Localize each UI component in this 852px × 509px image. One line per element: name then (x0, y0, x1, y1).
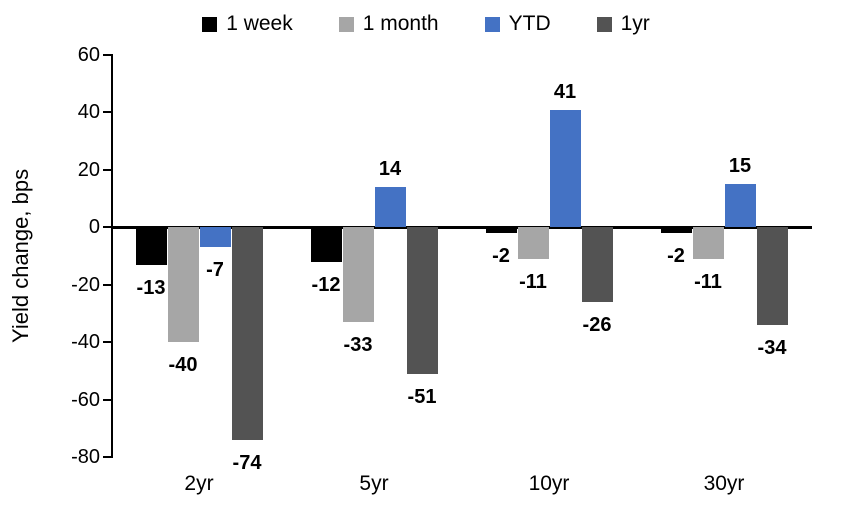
bar-value-label: 41 (553, 80, 577, 103)
zero-line (112, 225, 812, 229)
legend-item-1-month: 1 month (338, 12, 439, 36)
bar-1yr-10yr (581, 227, 613, 302)
bar-value-label: -51 (407, 385, 437, 408)
bar-1-week-10yr (485, 227, 517, 234)
y-tick-label: 40 (77, 101, 100, 124)
bar-1-week-2yr (135, 227, 167, 265)
legend-item-label: 1 month (362, 12, 439, 35)
y-tick-label: -20 (71, 273, 100, 296)
y-tick-mark (103, 54, 111, 57)
bar-ytd-5yr (374, 187, 406, 228)
legend-item-1-week: 1 week (202, 12, 293, 36)
y-tick-label: -60 (71, 388, 100, 411)
legend-swatch-icon (596, 16, 612, 32)
bar-value-label: -7 (206, 259, 224, 282)
y-tick-label: 0 (88, 216, 100, 239)
bar-1-month-10yr (517, 227, 549, 259)
bar-ytd-10yr (549, 109, 581, 228)
bar-value-label: -34 (757, 336, 787, 359)
legend-item-ytd: YTD (484, 12, 551, 36)
bar-value-label: -2 (667, 245, 685, 268)
legend-item-label: YTD (508, 12, 551, 35)
bar-1-week-5yr (310, 227, 342, 262)
bar-ytd-2yr (199, 227, 231, 248)
y-tick-mark (103, 398, 111, 401)
bar-value-label: -11 (694, 270, 722, 293)
y-tick-mark (103, 111, 111, 114)
y-tick-mark (103, 283, 111, 286)
bar-value-label: -74 (232, 451, 262, 474)
bar-value-label: -11 (519, 270, 547, 293)
bar-1-month-5yr (342, 227, 374, 323)
bar-1yr-30yr (756, 227, 788, 325)
y-tick-label: -80 (71, 446, 100, 468)
bar-value-label: 15 (728, 155, 752, 178)
x-category-label: 2yr (184, 472, 214, 495)
x-category-label: 5yr (359, 472, 389, 495)
bar-1-week-30yr (660, 227, 692, 234)
x-category-label: 10yr (528, 472, 570, 495)
legend-item-label: 1 week (226, 12, 293, 35)
bar-1-month-30yr (692, 227, 724, 259)
y-axis-line (111, 54, 113, 458)
bar-value-label: -40 (168, 354, 198, 377)
legend-swatch-icon (202, 16, 218, 32)
bar-value-label: -26 (582, 313, 612, 336)
bar-ytd-30yr (724, 184, 756, 228)
y-tick-label: -40 (71, 331, 100, 354)
legend-item-1yr: 1yr (596, 12, 650, 36)
bar-value-label: -2 (492, 245, 510, 268)
y-tick-mark (103, 168, 111, 171)
y-axis-title: Yield change, bps (8, 168, 33, 344)
chart-legend: 1 week 1 month YTD 1yr (0, 12, 852, 36)
bar-1yr-5yr (406, 227, 438, 374)
y-tick-label: 60 (77, 44, 100, 67)
y-tick-mark (103, 341, 111, 344)
bar-value-label: -12 (311, 273, 341, 296)
bar-value-label: -33 (343, 334, 373, 357)
y-tick-label: 20 (77, 158, 100, 181)
bar-1yr-2yr (231, 227, 263, 440)
y-tick-mark (103, 456, 111, 458)
bar-value-label: 14 (378, 158, 402, 181)
legend-item-label: 1yr (620, 12, 650, 35)
bar-value-label: -13 (136, 276, 166, 299)
x-category-label: 30yr (703, 472, 745, 495)
legend-swatch-icon (484, 16, 500, 32)
legend-swatch-icon (338, 16, 354, 32)
y-tick-mark (103, 226, 111, 229)
bar-1-month-2yr (167, 227, 199, 343)
